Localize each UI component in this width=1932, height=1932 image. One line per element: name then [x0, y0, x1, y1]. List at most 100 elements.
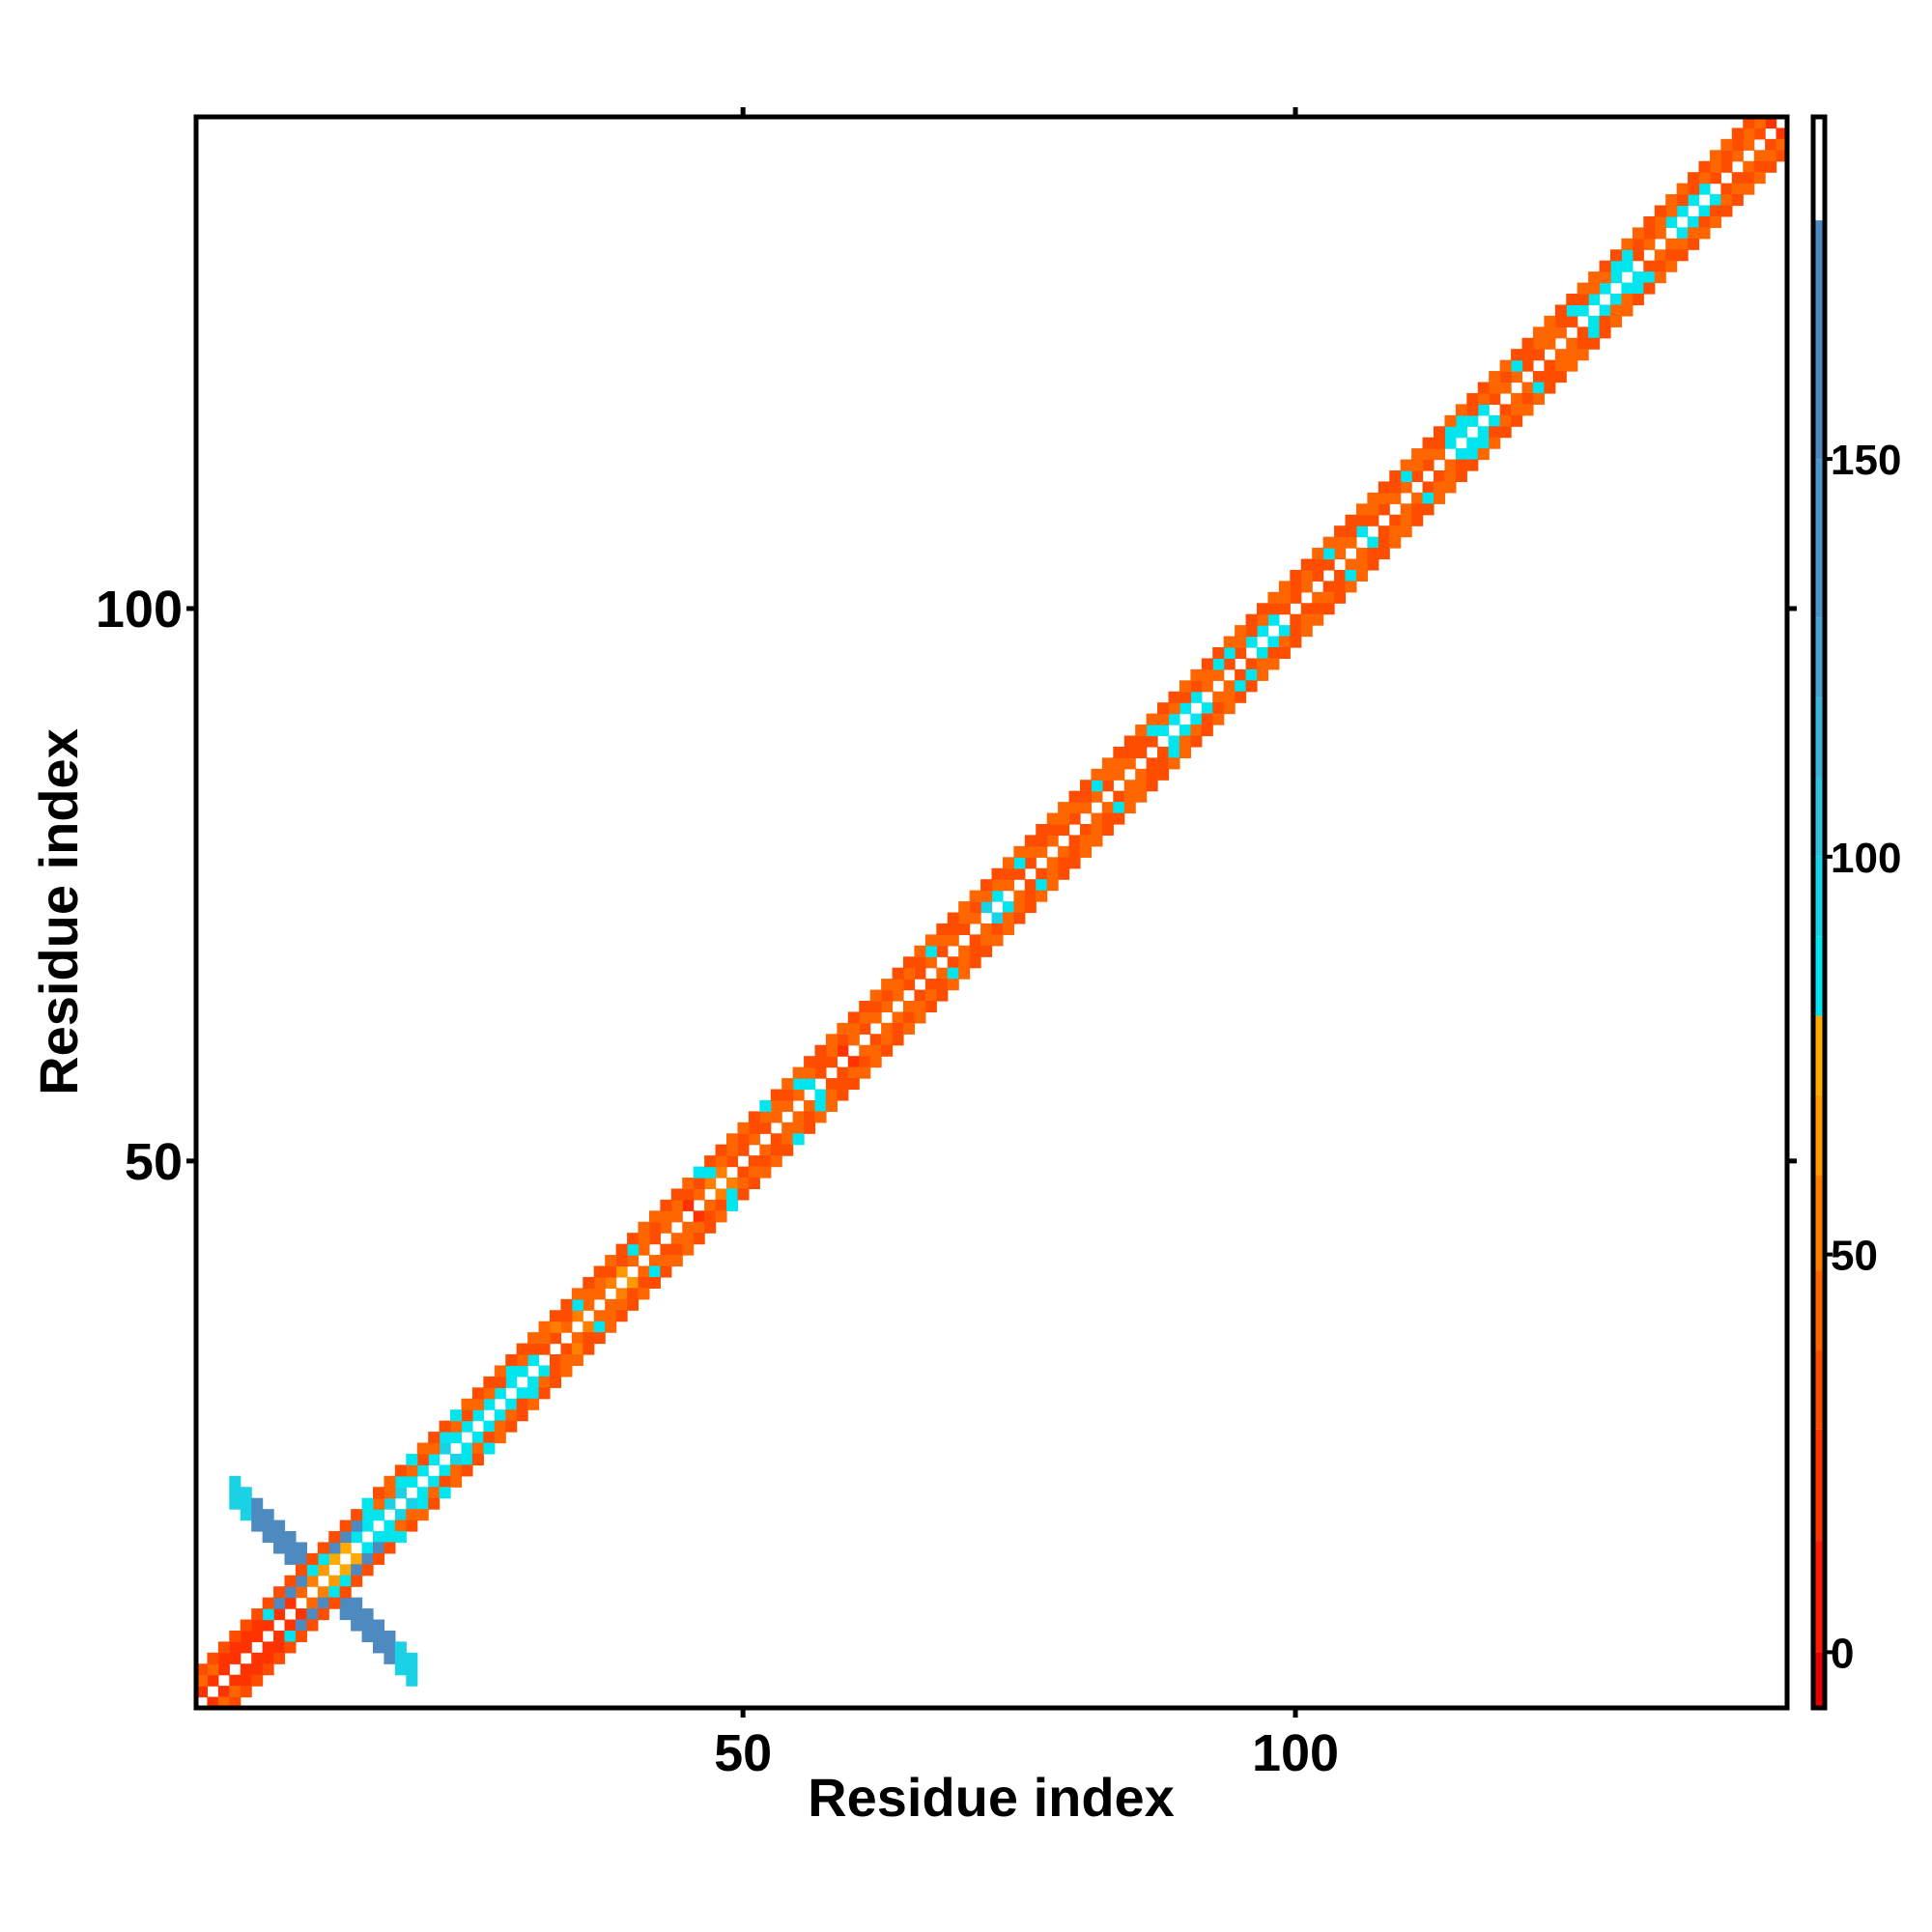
heatmap-cell	[1267, 647, 1280, 660]
heatmap-cell	[1499, 382, 1512, 394]
heatmap-cell	[1599, 304, 1611, 317]
heatmap-cell	[847, 1022, 860, 1035]
heatmap-cell	[748, 1178, 760, 1190]
heatmap-cell	[1135, 746, 1148, 758]
heatmap-cell	[869, 989, 882, 1002]
heatmap-cell	[516, 1365, 528, 1378]
heatmap-cell	[1179, 691, 1191, 703]
heatmap-cell	[715, 1210, 727, 1223]
heatmap-cell	[1245, 680, 1258, 693]
heatmap-cell	[1632, 271, 1644, 284]
heatmap-cell	[1720, 138, 1733, 151]
heatmap-cell	[837, 1066, 849, 1079]
heatmap-cell	[1235, 636, 1247, 648]
heatmap-cell	[273, 1597, 286, 1609]
heatmap-cell	[1720, 194, 1733, 207]
heatmap-cell	[1300, 603, 1313, 615]
heatmap-cell	[1588, 294, 1601, 306]
heatmap-cell	[914, 945, 926, 957]
heatmap-cell	[1444, 470, 1457, 483]
heatmap-cell	[284, 1619, 297, 1632]
heatmap-cell	[1013, 890, 1026, 902]
heatmap-cell	[1312, 569, 1324, 582]
heatmap-cell	[892, 1022, 904, 1035]
heatmap-cell	[1290, 613, 1302, 626]
heatmap-cell	[1091, 780, 1103, 792]
heatmap-cell	[1511, 404, 1523, 416]
heatmap-cell	[1422, 503, 1435, 516]
heatmap-cell	[1201, 680, 1213, 693]
heatmap-cell	[1521, 404, 1534, 416]
heatmap-cell	[461, 1398, 473, 1410]
heatmap-cell	[373, 1497, 385, 1510]
heatmap-cell	[1367, 548, 1379, 560]
heatmap-cell	[1499, 414, 1512, 427]
heatmap-cell	[1654, 271, 1666, 284]
heatmap-cell	[582, 1298, 595, 1311]
heatmap-cell	[416, 1509, 429, 1521]
heatmap-cell	[1212, 658, 1225, 670]
heatmap-cell	[1422, 437, 1435, 449]
heatmap-cell	[416, 1442, 429, 1455]
heatmap-cell	[1434, 448, 1446, 461]
heatmap-cell	[1720, 160, 1733, 173]
heatmap-cell	[924, 956, 937, 969]
colorbar-bin	[1813, 1541, 1825, 1653]
heatmap-cell	[924, 989, 937, 1002]
heatmap-cell	[770, 1089, 782, 1101]
heatmap-cell	[394, 1641, 407, 1654]
heatmap-cell	[892, 979, 904, 991]
heatmap-cell	[1201, 658, 1213, 670]
heatmap-cell	[1212, 702, 1225, 715]
heatmap-cell	[770, 1133, 782, 1146]
heatmap-cell	[847, 1011, 860, 1024]
heatmap-cell	[428, 1432, 440, 1444]
heatmap-cell	[505, 1398, 518, 1410]
heatmap-cell	[770, 1111, 782, 1123]
plot-frame	[193, 114, 1790, 1711]
heatmap-cell	[1058, 802, 1070, 814]
heatmap-cell	[1688, 172, 1700, 185]
heatmap-cell	[1455, 448, 1467, 461]
heatmap-cell	[1554, 304, 1567, 317]
heatmap-cell	[1477, 404, 1490, 416]
heatmap-cell	[571, 1354, 583, 1367]
heatmap-cell	[615, 1288, 628, 1300]
heatmap-cell	[792, 1133, 805, 1146]
heatmap-cell	[483, 1387, 496, 1400]
heatmap-cell	[991, 879, 1004, 892]
heatmap-cell	[1489, 414, 1501, 427]
heatmap-cell	[1499, 426, 1512, 439]
heatmap-cell	[869, 1056, 882, 1068]
heatmap-cell	[1588, 327, 1601, 339]
heatmap-cell	[229, 1652, 242, 1664]
heatmap-cell	[1632, 282, 1644, 295]
heatmap-cell	[759, 1166, 772, 1179]
heatmap-cell	[339, 1564, 352, 1577]
heatmap-cell	[295, 1619, 307, 1632]
heatmap-cell	[229, 1641, 242, 1654]
heatmap-cell	[837, 1078, 849, 1091]
heatmap-cell	[384, 1475, 396, 1488]
heatmap-cell	[682, 1199, 695, 1211]
heatmap-cell	[1367, 558, 1379, 571]
heatmap-cell	[207, 1652, 219, 1664]
heatmap-cell	[1378, 503, 1390, 516]
heatmap-cell	[1135, 780, 1148, 792]
heatmap-cell	[295, 1564, 307, 1577]
heatmap-cell	[251, 1619, 264, 1632]
heatmap-cell	[1123, 746, 1136, 758]
heatmap-cell	[1113, 812, 1125, 825]
heatmap-cell	[527, 1332, 540, 1345]
heatmap-cell	[958, 945, 971, 957]
heatmap-cell	[715, 1166, 727, 1179]
heatmap-cell	[1322, 536, 1335, 549]
heatmap-cell	[516, 1409, 528, 1422]
heatmap-cell	[748, 1122, 760, 1134]
heatmap-cell	[936, 979, 949, 991]
heatmap-cell	[1477, 392, 1490, 405]
heatmap-cell	[1698, 227, 1711, 240]
heatmap-cell	[903, 1001, 916, 1013]
heatmap-cell	[1068, 802, 1081, 814]
heatmap-cell	[1013, 901, 1026, 914]
